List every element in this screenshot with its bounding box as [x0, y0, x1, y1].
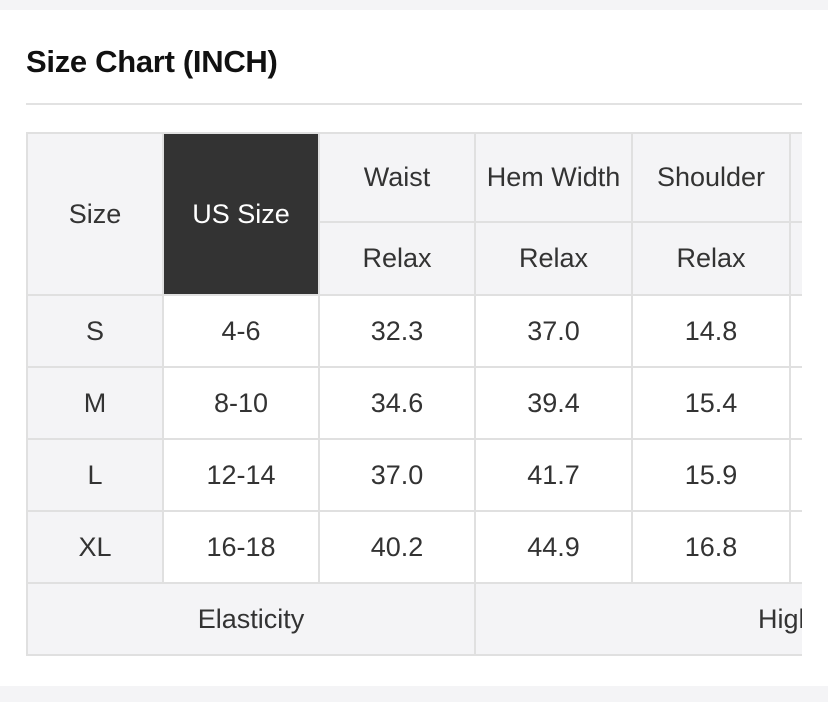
cell-clipped: [789, 438, 802, 512]
cell-shoulder: 14.8: [631, 294, 791, 368]
cell-us-size: 4-6: [162, 294, 320, 368]
cell-shoulder: 15.9: [631, 438, 791, 512]
cell-size: M: [26, 366, 164, 440]
size-chart-table: Size US Size Waist Hem Width Shoulder Re…: [26, 132, 802, 656]
size-chart-table-container[interactable]: Size US Size Waist Hem Width Shoulder Re…: [26, 132, 802, 662]
cell-size: S: [26, 294, 164, 368]
cell-waist: 34.6: [318, 366, 476, 440]
subheader-hem-width: Relax: [474, 221, 633, 296]
table-row: XL 16-18 40.2 44.9 16.8: [26, 510, 802, 584]
cell-clipped: [789, 294, 802, 368]
table-row: S 4-6 32.3 37.0 14.8: [26, 294, 802, 368]
cell-clipped: [789, 366, 802, 440]
cell-hem-width: 37.0: [474, 294, 633, 368]
cell-us-size: 16-18: [162, 510, 320, 584]
bottom-band: [0, 686, 828, 702]
cell-waist: 37.0: [318, 438, 476, 512]
subheader-shoulder: Relax: [631, 221, 791, 296]
header-hem-width: Hem Width: [474, 132, 633, 223]
elasticity-value: High: [474, 582, 802, 656]
page-title: Size Chart (INCH): [26, 44, 278, 79]
header-size: Size: [26, 132, 164, 296]
divider: [26, 103, 802, 105]
cell-shoulder: 16.8: [631, 510, 791, 584]
header-waist: Waist: [318, 132, 476, 223]
table-row: M 8-10 34.6 39.4 15.4: [26, 366, 802, 440]
subheader-clipped: [789, 221, 802, 296]
cell-size: L: [26, 438, 164, 512]
cell-size: XL: [26, 510, 164, 584]
cell-hem-width: 44.9: [474, 510, 633, 584]
header-us-size: US Size: [162, 132, 320, 296]
top-band: [0, 0, 828, 10]
header-clipped: [789, 132, 802, 223]
subheader-waist: Relax: [318, 221, 476, 296]
cell-shoulder: 15.4: [631, 366, 791, 440]
cell-waist: 32.3: [318, 294, 476, 368]
cell-waist: 40.2: [318, 510, 476, 584]
header-shoulder: Shoulder: [631, 132, 791, 223]
table-row: L 12-14 37.0 41.7 15.9: [26, 438, 802, 512]
cell-us-size: 8-10: [162, 366, 320, 440]
cell-clipped: [789, 510, 802, 584]
cell-us-size: 12-14: [162, 438, 320, 512]
elasticity-row: Elasticity High: [26, 582, 802, 656]
cell-hem-width: 41.7: [474, 438, 633, 512]
elasticity-label: Elasticity: [26, 582, 476, 656]
cell-hem-width: 39.4: [474, 366, 633, 440]
